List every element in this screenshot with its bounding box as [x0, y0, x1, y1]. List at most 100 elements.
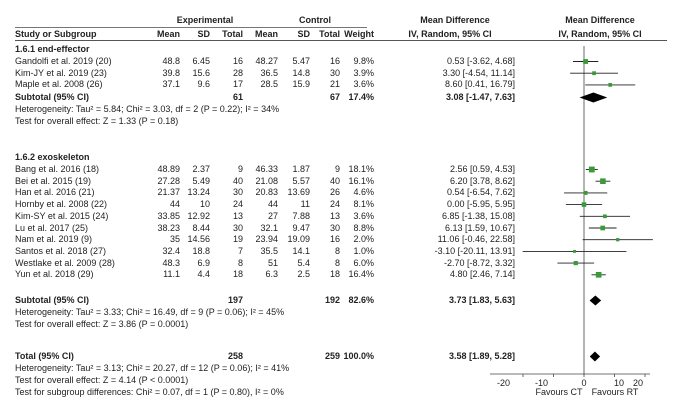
study-n1-cell: 13 — [232, 210, 243, 221]
study-sd2-cell: 11 — [300, 199, 310, 210]
study-w-cell: 3.6% — [353, 79, 374, 90]
subgroup-2-heterogeneity: Heterogeneity: Tau² = 3.33; Chi² = 16.49… — [15, 307, 285, 317]
study-n1-cell: 28 — [232, 67, 243, 78]
study-sd2-cell: 7.88 — [292, 210, 310, 221]
study-sd2-cell: 15.9 — [292, 79, 310, 90]
axis-tick-label: -20 — [497, 378, 511, 388]
study-n1-cell: 9 — [237, 164, 243, 174]
study-w-cell: 4.6% — [353, 187, 374, 198]
study-name-cell: Bang et al. 2016 (18) — [15, 164, 100, 174]
mean-difference-header: Mean Difference — [420, 15, 490, 25]
study-m2-cell: 20.83 — [255, 187, 278, 198]
study-sd1-cell: 4.4 — [197, 269, 210, 280]
subgroup-1-subtotal-label: Subtotal (95% CI) — [15, 92, 90, 102]
study-sd2-cell: 2.5 — [297, 269, 310, 280]
study-marker — [583, 59, 589, 64]
study-ci-cell: 8.60 [0.41, 16.79] — [444, 79, 515, 90]
study-marker — [592, 71, 596, 76]
study-name-cell: Bei et al. 2015 (19) — [15, 175, 92, 186]
study-ci-cell: 0.54 [-6.54, 7.62] — [446, 187, 515, 198]
study-marker — [583, 190, 588, 195]
subgroup-1-title: 1.6.1 end-effector — [15, 44, 90, 54]
total-n1: 258 — [227, 351, 243, 361]
study-m2-cell: 44 — [267, 199, 278, 210]
study-name-cell: Nam et al. 2019 (9) — [15, 234, 93, 245]
study-n2-cell: 26 — [329, 187, 340, 198]
study-n2-cell: 13 — [329, 210, 340, 221]
study-sd1-cell: 10 — [199, 199, 210, 210]
study-n1-cell: 24 — [232, 199, 243, 210]
study-m2-cell: 27 — [267, 210, 278, 221]
study-sd1-cell: 18.8 — [192, 245, 210, 256]
axis-tick-label: 20 — [632, 378, 643, 388]
study-m2-cell: 28.5 — [260, 79, 278, 90]
study-sd2-cell: 5.47 — [292, 56, 310, 66]
study-name-cell: Maple et al. 2008 (26) — [15, 79, 103, 90]
study-m2-cell: 46.33 — [255, 164, 278, 174]
study-sd1-cell: 15.6 — [192, 67, 210, 78]
study-m1-cell: 37.1 — [162, 79, 180, 90]
study-m2-cell: 51 — [267, 257, 278, 268]
study-n2-cell: 40 — [329, 175, 340, 186]
study-name-cell: Westlake et al. 2009 (28) — [15, 257, 115, 268]
subgroup-2-subtotal-ci: 3.73 [1.83, 5.63] — [448, 295, 515, 305]
study-n2-cell: 18 — [329, 269, 340, 280]
study-name-cell: Yun et al. 2018 (29) — [15, 269, 94, 280]
study-sd2-cell: 14.1 — [292, 245, 310, 256]
study-n1-cell: 8 — [237, 257, 243, 268]
study-w-cell: 8.8% — [353, 222, 374, 233]
study-n2-cell: 24 — [329, 199, 340, 210]
subgroup-differences: Test for subgroup differences: Chi² = 0.… — [15, 387, 284, 397]
study-m1-cell: 21.37 — [157, 187, 180, 198]
study-m1-cell: 44 — [169, 199, 180, 210]
study-sd2-cell: 9.47 — [292, 222, 310, 233]
study-ci-cell: 6.20 [3.78, 8.62] — [449, 175, 515, 186]
study-ci-cell: 2.56 [0.59, 4.53] — [449, 164, 515, 174]
study-sd2-cell: 5.4 — [297, 257, 310, 268]
method-plot-header: IV, Random, 95% CI — [558, 29, 642, 39]
sd1-header: SD — [197, 29, 210, 39]
control-header: Control — [299, 15, 331, 25]
study-w-cell: 2.0% — [353, 234, 374, 245]
study-n1-cell: 19 — [232, 234, 243, 245]
study-sd1-cell: 8.44 — [192, 222, 210, 233]
study-sd2-cell: 14.8 — [292, 67, 310, 78]
study-n2-cell: 16 — [329, 234, 340, 245]
study-w-cell: 18.1% — [348, 164, 374, 174]
mean1-header: Mean — [156, 29, 180, 39]
study-sd2-cell: 5.57 — [292, 175, 310, 186]
total-weight: 100.0% — [343, 351, 374, 361]
study-m2-cell: 36.5 — [260, 67, 278, 78]
study-n1-cell: 17 — [232, 79, 243, 90]
study-marker — [595, 271, 602, 278]
study-sd1-cell: 5.49 — [192, 175, 210, 186]
study-ci-cell: -3.10 [-20.11, 13.91] — [434, 245, 515, 256]
study-name-cell: Hornby et al. 2008 (22) — [15, 199, 108, 210]
study-m1-cell: 48.8 — [162, 56, 180, 66]
subgroup-1-subtotal-weight: 17.4% — [348, 92, 374, 102]
study-sd1-cell: 13.24 — [187, 187, 210, 198]
study-ci-cell: 6.85 [-1.38, 15.08] — [441, 210, 515, 221]
study-marker — [616, 238, 620, 242]
study-marker — [573, 260, 578, 266]
total1-header: Total — [222, 29, 243, 39]
study-n2-cell: 8 — [334, 257, 340, 268]
subgroup-1-overall-effect: Test for overall effect: Z = 1.33 (P = 0… — [15, 116, 179, 126]
total-overall-effect: Test for overall effect: Z = 4.14 (P < 0… — [15, 375, 189, 385]
header-divider — [15, 40, 667, 41]
study-sd1-cell: 12.92 — [187, 210, 210, 221]
study-sd1-cell: 2.37 — [192, 164, 210, 174]
subgroup-1-subtotal-n2: 67 — [329, 92, 340, 102]
study-m2-cell: 23.94 — [255, 234, 278, 245]
sd2-header: SD — [297, 29, 310, 39]
study-ci-cell: -2.70 [-8.72, 3.32] — [443, 257, 515, 268]
summary-diamond — [589, 295, 602, 306]
study-m1-cell: 11.1 — [163, 269, 180, 280]
study-n1-cell: 30 — [232, 222, 243, 233]
axis-tick-label: -10 — [535, 378, 549, 388]
study-m2-cell: 21.08 — [255, 175, 278, 186]
study-marker — [600, 225, 606, 231]
study-sd1-cell: 9.6 — [197, 79, 210, 90]
mean-difference-plot-header: Mean Difference — [565, 15, 635, 25]
study-w-cell: 1.0% — [353, 245, 374, 256]
